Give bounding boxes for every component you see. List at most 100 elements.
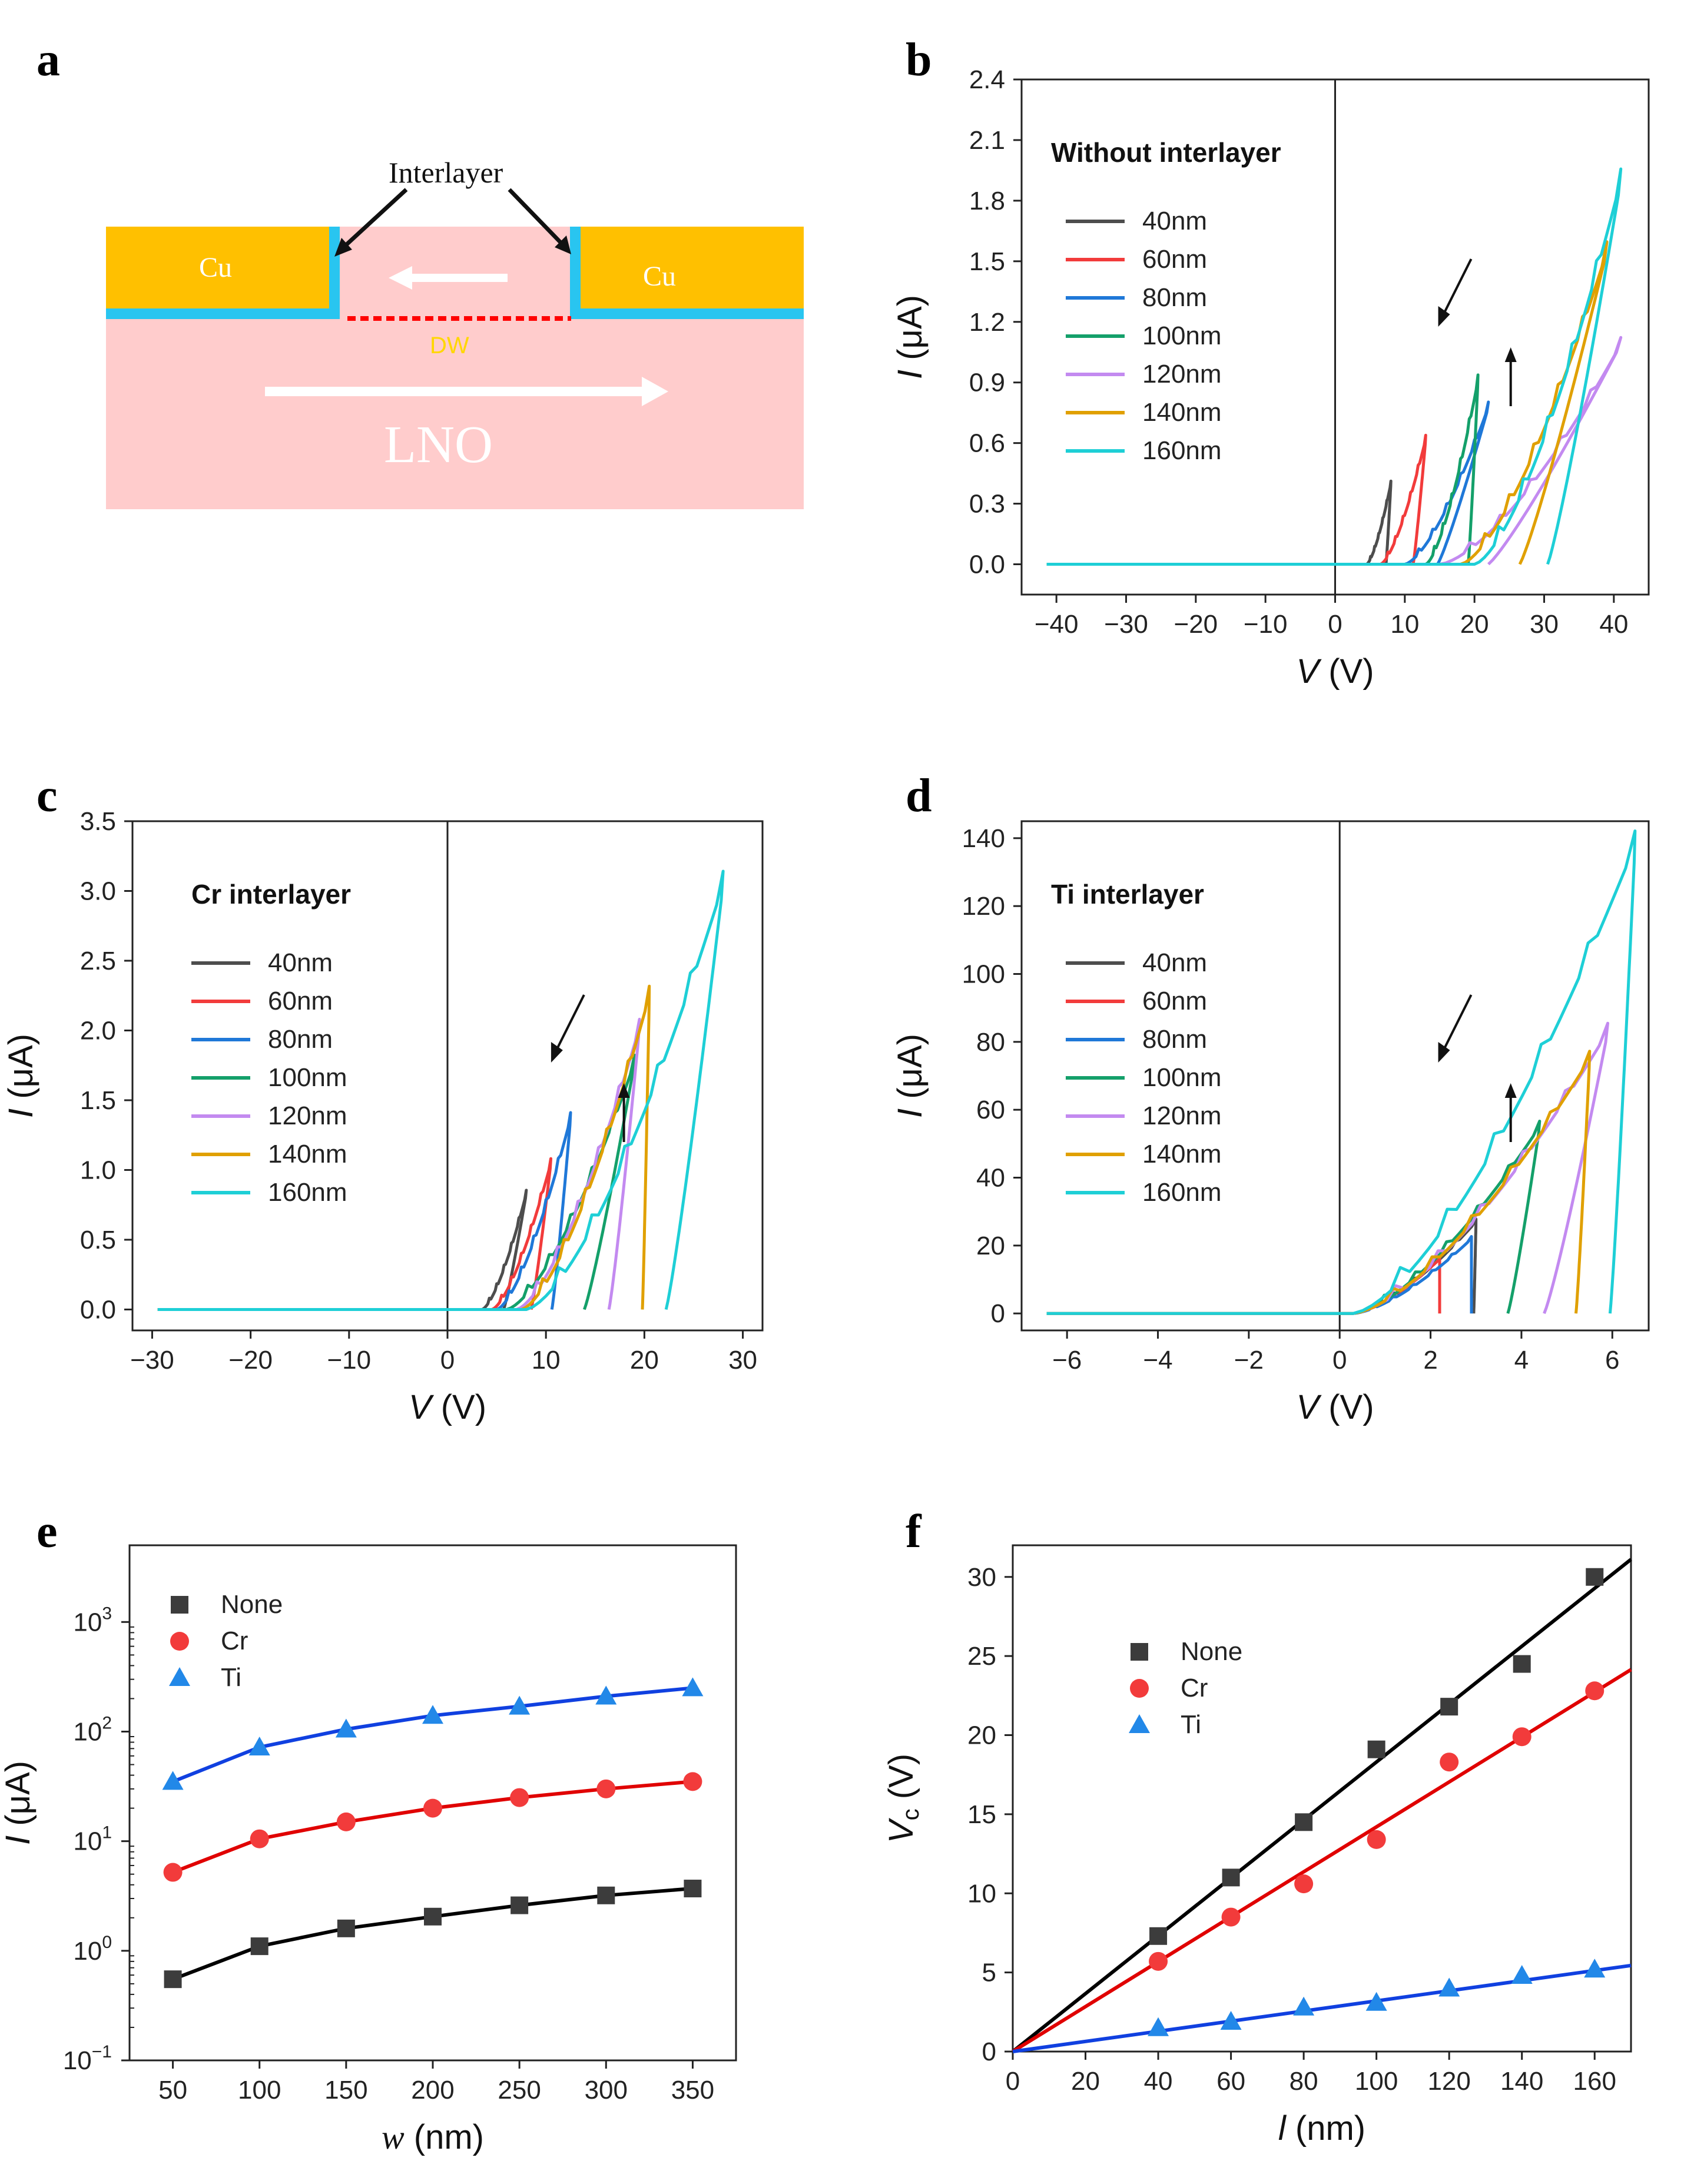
- panel-b-curve-160nm: [1046, 167, 1623, 566]
- panel-f-legend-label-None: None: [1181, 1637, 1242, 1666]
- panel-c-curve-120nm: [157, 1017, 641, 1311]
- panel-e-legend-label-None: None: [221, 1590, 283, 1619]
- panel-f-point-Ti: [1511, 1965, 1533, 1984]
- panel-f-ytick-label: 10: [967, 1879, 996, 1908]
- panel-e-point-Cr: [510, 1788, 529, 1807]
- panel-e-ytick-label: 101: [73, 1823, 112, 1856]
- panel-e-point-Cr: [683, 1772, 702, 1791]
- panel-d-xtick-label: −4: [1143, 1346, 1172, 1375]
- panel-c-legend-label-40nm: 40nm: [268, 948, 333, 977]
- panel-c-xlabel: V (V): [409, 1388, 486, 1426]
- panel-c-sweep-down-arrowhead: [551, 1042, 563, 1063]
- panel-f-point-Ti: [1293, 1996, 1315, 2016]
- panel-e-legend-label-Ti: Ti: [221, 1663, 241, 1692]
- panel-f-xtick-label: 160: [1573, 2067, 1616, 2096]
- panel-e-ytick-label: 103: [73, 1604, 112, 1637]
- panel-f-point-Cr: [1585, 1681, 1605, 1701]
- panel-c-curve-140nm: [157, 984, 651, 1311]
- panel-f-point-Ti: [1365, 1992, 1387, 2011]
- panel-d-sweep-down-arrow: [1440, 994, 1473, 1054]
- panel-d-xlabel: V (V): [1296, 1388, 1374, 1426]
- panel-e-point-Ti: [248, 1737, 270, 1756]
- panel-f-point-Cr: [1294, 1874, 1314, 1894]
- right-cu-electrode: [580, 227, 804, 309]
- panel-c-xtick-label: 20: [630, 1346, 659, 1375]
- panel-f-xtick-label: 120: [1427, 2067, 1470, 2096]
- panel-b-ytick-label: 1.5: [969, 247, 1005, 276]
- panel-e-ytick-label: 100: [73, 1933, 112, 1966]
- panel-f-point-None: [1149, 1927, 1168, 1945]
- panel-f-point-Cr: [1221, 1907, 1241, 1927]
- panel-b-legend-label-80nm: 80nm: [1142, 283, 1207, 312]
- panel-b-inset-title: Without interlayer: [1051, 137, 1281, 168]
- chart-panel-c: −30 −20 −10 0 10 20 30 0.0 0.5 1.0 1.5 2.0 2.5 3.0 3.5…: [2, 807, 764, 1426]
- panel-b-ytick-label: 0.6: [969, 429, 1005, 458]
- panel-b-legend-label-40nm: 40nm: [1142, 207, 1207, 235]
- panel-d-ytick-label: 0: [991, 1299, 1005, 1328]
- panel-f-xtick-label: 80: [1289, 2067, 1318, 2096]
- panel-d-inset-title: Ti interlayer: [1051, 879, 1204, 910]
- panel-e-point-None: [337, 1919, 355, 1937]
- panel-e-point-None: [510, 1896, 529, 1914]
- panel-c-ytick-label: 2.5: [80, 947, 116, 975]
- panel-b-curve-140nm: [1046, 240, 1609, 566]
- panel-f-point-None: [1586, 1568, 1604, 1586]
- panel-b-curve-120nm: [1046, 336, 1623, 566]
- panel-e-point-Cr: [250, 1829, 269, 1848]
- panel-c-legend-label-60nm: 60nm: [268, 987, 333, 1015]
- panel-e-point-None: [424, 1907, 442, 1926]
- lno-label: LNO: [384, 416, 493, 474]
- panel-e-point-Cr: [596, 1779, 616, 1798]
- device-schematic: Interlayer Cu Cu DW LNO: [106, 156, 804, 509]
- panel-b-ytick-label: 2.1: [969, 126, 1005, 155]
- panel-d-xtick-label: −2: [1234, 1346, 1264, 1375]
- panel-b-ytick-label: 0.3: [969, 490, 1005, 519]
- panel-f-point-None: [1513, 1655, 1531, 1673]
- panel-f-legend-label-Cr: Cr: [1181, 1674, 1208, 1702]
- panel-f-point-Ti: [1438, 1977, 1460, 1997]
- panel-e-point-Ti: [422, 1705, 443, 1724]
- panel-e-fit-Cr: [172, 1780, 693, 1874]
- panel-b-ytick-label: 0.9: [969, 369, 1005, 397]
- panel-d-legend-label-80nm: 80nm: [1142, 1025, 1207, 1054]
- panel-c-ytick-label: 3.0: [80, 877, 116, 905]
- panel-label-c: c: [37, 770, 58, 822]
- left-interlayer: [106, 227, 340, 319]
- panel-d-ylabel: I (μA): [891, 1034, 929, 1118]
- panel-b-xtick-label: 0: [1328, 610, 1342, 639]
- panel-f-point-None: [1367, 1740, 1385, 1758]
- panel-f-ytick-label: 0: [982, 2037, 996, 2066]
- panel-e-legend-marker-None: [171, 1596, 188, 1614]
- panel-f-ylabel: Vc (V): [882, 1754, 924, 1843]
- interlayer-arrow-right: [508, 188, 567, 249]
- panel-f-xtick-label: 60: [1216, 2067, 1245, 2096]
- panel-b-ytick-label: 1.8: [969, 187, 1005, 215]
- panel-e-ytick-label: 102: [73, 1713, 112, 1746]
- right-cu-label: Cu: [643, 261, 676, 292]
- panel-d-sweep-up-arrowhead: [1504, 1083, 1517, 1098]
- panel-e-point-Cr: [336, 1812, 356, 1831]
- gap-polarization-arrowhead: [389, 266, 412, 290]
- panel-c-ytick-label: 0.5: [80, 1226, 116, 1254]
- panel-d-curve-80nm: [1046, 1235, 1473, 1315]
- panel-label-f: f: [906, 1506, 922, 1558]
- panel-b-ytick-label: 1.2: [969, 308, 1005, 337]
- dw-label: DW: [430, 333, 469, 359]
- panel-c-xtick-label: −10: [327, 1346, 371, 1375]
- panel-b-curve-40nm: [1046, 479, 1393, 566]
- panel-b-legend-label-120nm: 120nm: [1142, 360, 1222, 389]
- panel-c-xtick-label: 30: [728, 1346, 757, 1375]
- panel-e-point-Ti: [509, 1695, 531, 1715]
- panel-d-xtick-label: −6: [1052, 1346, 1082, 1375]
- panel-f-ytick-label: 5: [982, 1959, 996, 1987]
- panel-f-xtick-label: 140: [1500, 2067, 1543, 2096]
- panel-b-sweep-down-arrow: [1440, 258, 1473, 318]
- panel-c-legend-label-140nm: 140nm: [268, 1140, 347, 1169]
- panel-b-xtick-label: 40: [1599, 610, 1628, 639]
- panel-f-ytick-label: 20: [967, 1721, 996, 1750]
- panel-e-xlabel: w (nm): [382, 2118, 484, 2156]
- panel-label-e: e: [37, 1506, 58, 1558]
- panel-d-legend-label-140nm: 140nm: [1142, 1140, 1222, 1169]
- panel-label-a: a: [37, 34, 60, 86]
